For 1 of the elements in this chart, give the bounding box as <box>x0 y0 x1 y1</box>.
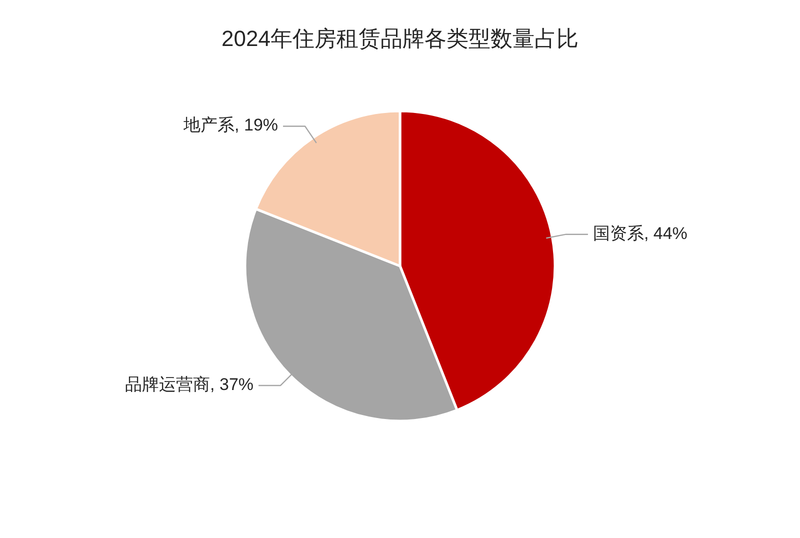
title: 2024年住房租赁品牌各类型数量占比 <box>222 26 578 51</box>
